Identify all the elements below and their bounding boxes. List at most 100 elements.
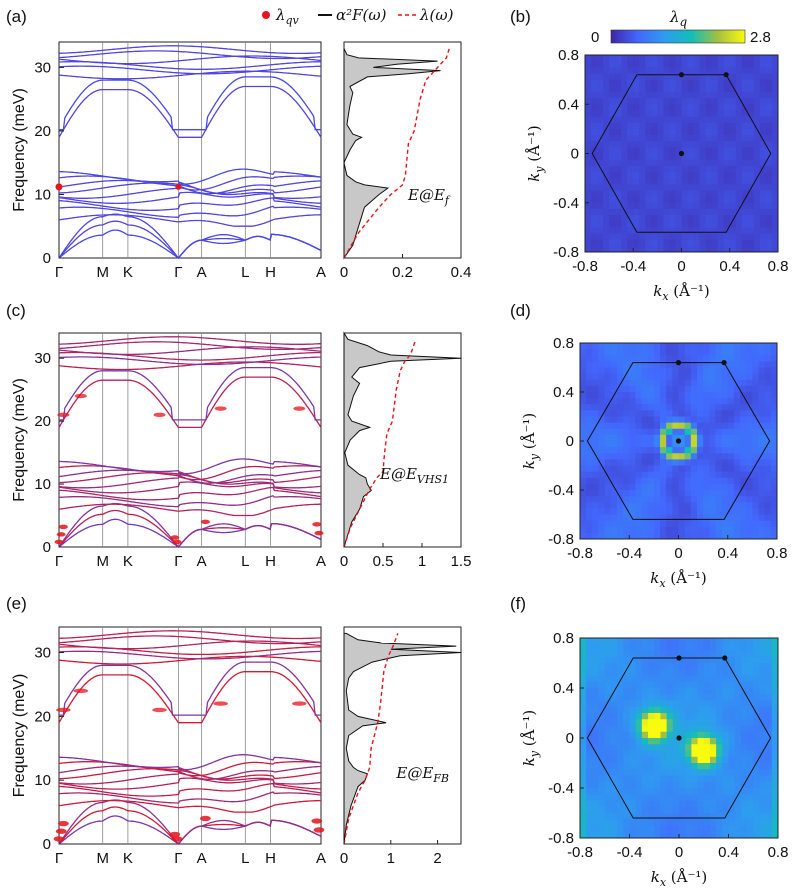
heatmap-cell <box>610 763 618 770</box>
heatmap-cell <box>734 750 742 758</box>
heatmap-cell <box>580 650 587 658</box>
heatmap-cell <box>684 416 692 424</box>
heatmap-cell <box>734 669 742 676</box>
heatmap-cell <box>771 713 779 720</box>
heatmap-cell <box>603 110 610 117</box>
heatmap-cell <box>604 428 612 436</box>
heatmap-cell <box>753 215 761 222</box>
heatmap-cell <box>740 675 748 683</box>
heatmap-cell <box>693 116 700 124</box>
heatmap-cell <box>669 91 676 99</box>
heatmap-cell <box>746 502 753 509</box>
heatmap-cell <box>715 416 722 424</box>
heatmap-cell <box>771 756 779 764</box>
heatmap-cell <box>604 831 612 839</box>
heatmap-cell <box>753 719 760 726</box>
heatmap-cell <box>603 122 610 130</box>
heatmap-cell <box>765 67 773 74</box>
heatmap-cell <box>721 349 729 356</box>
heatmap-cell <box>687 171 694 179</box>
heatmap-cell <box>635 650 643 658</box>
heatmap-cell <box>654 806 661 814</box>
heatmap-cell <box>696 343 704 350</box>
heatmap-cell <box>609 73 616 81</box>
heatmap-cell <box>592 526 599 534</box>
heatmap-cell <box>623 663 630 670</box>
heatmap-cell <box>770 471 778 479</box>
heatmap-cell <box>753 638 760 645</box>
heatmap-cell <box>753 713 760 720</box>
heatmap-cell <box>666 713 674 720</box>
heatmap-cell <box>635 800 643 808</box>
heatmap-cell <box>765 713 773 720</box>
heatmap-cell <box>747 800 754 808</box>
heatmap-cell <box>721 392 729 399</box>
heatmap-cell <box>669 221 676 228</box>
panel-label-f: (f) <box>510 594 526 613</box>
heatmap-d: -0.8 -0.4 0 0.4 0.8-0.8-0.400.40.8kx (Å⁻¹)ky… <box>520 335 787 590</box>
heatmap-cell <box>592 681 599 689</box>
heatmap-cell <box>623 713 630 720</box>
heatmap-cell <box>604 367 612 375</box>
coupling-marker <box>169 831 181 838</box>
heatmap-cell <box>709 483 716 491</box>
heatmap-cell <box>758 373 766 381</box>
heatmap-cell <box>592 806 599 814</box>
heatmap-cell <box>603 227 610 234</box>
heatmap-cell <box>604 781 612 789</box>
heatmap-cell <box>759 663 767 670</box>
heatmap-cell <box>629 788 637 795</box>
heatmap-cell <box>675 233 682 241</box>
heatmap-cell <box>734 675 742 683</box>
heatmap-cell <box>699 55 707 62</box>
heatmap-cell <box>610 349 618 356</box>
heatmap-cell <box>765 141 773 148</box>
heatmap-cell <box>693 184 700 191</box>
heatmap-cell <box>678 490 686 497</box>
heatmap-cell <box>711 239 719 247</box>
heatmap-cell <box>703 367 710 375</box>
heatmap-cell <box>752 447 759 454</box>
heatmap-cell <box>717 55 725 62</box>
heatmap-cell <box>709 532 716 540</box>
heatmap-cell <box>709 526 716 534</box>
heatmap-cell <box>717 128 725 136</box>
heatmap-cell <box>696 398 704 405</box>
heatmap-cell <box>679 688 686 695</box>
heatmap-cell <box>580 706 587 714</box>
heatmap-cell <box>660 794 668 801</box>
heatmap-cell <box>635 725 643 733</box>
heatmap-cell <box>610 441 618 448</box>
heatmap-cell <box>653 379 661 387</box>
heatmap-cell <box>641 725 649 733</box>
x-tick-label: Γ <box>55 553 63 570</box>
heatmap-cell <box>703 453 710 460</box>
heatmap-cell <box>615 239 622 247</box>
heatmap-cell <box>717 73 725 81</box>
heatmap-cell <box>759 141 767 148</box>
heatmap-cell <box>703 713 711 720</box>
heatmap-cell <box>651 202 658 210</box>
heatmap-cell <box>657 61 664 68</box>
heatmap-cell <box>716 794 723 801</box>
heatmap-cell <box>604 694 612 701</box>
heatmap-cell <box>690 361 698 368</box>
heatmap-cell <box>585 227 592 234</box>
y-tick-label: 0.8 <box>558 47 579 64</box>
heatmap-cell <box>759 153 767 161</box>
heatmap-cell <box>723 159 731 167</box>
heatmap-cell <box>645 221 652 228</box>
heatmap-cell <box>693 135 700 142</box>
heatmap-cell <box>753 788 760 795</box>
heatmap-cell <box>635 508 642 515</box>
heatmap-cell <box>635 713 643 720</box>
heatmap-cell <box>639 135 646 142</box>
heatmap-cell <box>723 178 731 185</box>
heatmap-cell <box>604 669 612 676</box>
heatmap-cell <box>651 91 658 99</box>
heatmap-cell <box>747 227 755 234</box>
heatmap-cell <box>604 825 612 833</box>
heatmap-cell <box>703 441 710 448</box>
heatmap-cell <box>592 373 599 381</box>
heatmap-cell <box>765 178 773 185</box>
